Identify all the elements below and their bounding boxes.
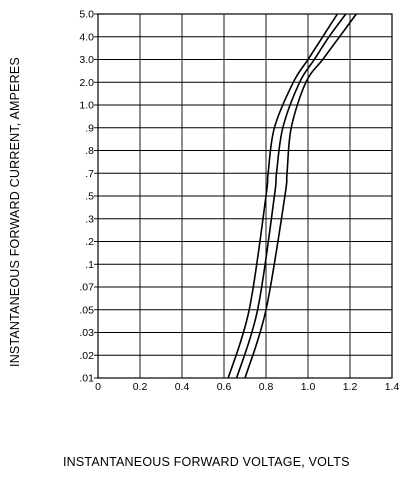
- series-group: [227, 13, 357, 379]
- y-tick-label: 4.0: [79, 31, 94, 43]
- x-tick-label: 0.6: [217, 381, 232, 393]
- x-tick-label: 1.0: [301, 381, 316, 393]
- y-tick-label: 5.0: [79, 9, 94, 21]
- y-tick-label: .02: [79, 350, 94, 362]
- x-tick-label: 0.4: [175, 381, 190, 393]
- y-tick-label: .01: [79, 373, 94, 385]
- series-line-1: [227, 13, 339, 379]
- x-axis-title: INSTANTANEOUS FORWARD VOLTAGE, VOLTS: [63, 455, 350, 469]
- y-tick-label: 3.0: [79, 54, 94, 66]
- series-line-2: [235, 13, 347, 379]
- y-tick-label: .7: [85, 168, 94, 180]
- y-tick-label: .03: [79, 327, 94, 339]
- y-tick-label: .2: [85, 236, 94, 248]
- x-tick-label: 1.2: [343, 381, 358, 393]
- y-tick-label: 2.0: [79, 77, 94, 89]
- grid: [94, 13, 393, 379]
- y-axis-title: INSTANTANEOUS FORWARD CURRENT, AMPERES: [8, 57, 22, 367]
- y-tick-label: .07: [79, 282, 94, 294]
- x-tick-label: 0.8: [259, 381, 274, 393]
- y-tick-label: .3: [85, 213, 94, 225]
- y-tick-label: .8: [85, 145, 94, 157]
- y-tick-label: .1: [85, 259, 94, 271]
- y-tick-label: .9: [85, 122, 94, 134]
- x-tick-label: 0: [95, 381, 101, 393]
- y-tick-label: .05: [79, 304, 94, 316]
- x-tick-label: 0.2: [133, 381, 148, 393]
- x-tick-labels: 0 0.2 0.4 0.6 0.8 1.0 1.2 1.4: [95, 381, 399, 393]
- x-tick-label: 1.4: [385, 381, 400, 393]
- y-tick-label: .5: [85, 191, 94, 203]
- y-tick-labels: 5.0 4.0 3.0 2.0 1.0 .9 .8 .7 .5 .3 .2 .1 .07 .05 .03 .0…: [79, 9, 94, 385]
- y-tick-label: 1.0: [79, 100, 94, 112]
- series-line-3: [244, 13, 357, 379]
